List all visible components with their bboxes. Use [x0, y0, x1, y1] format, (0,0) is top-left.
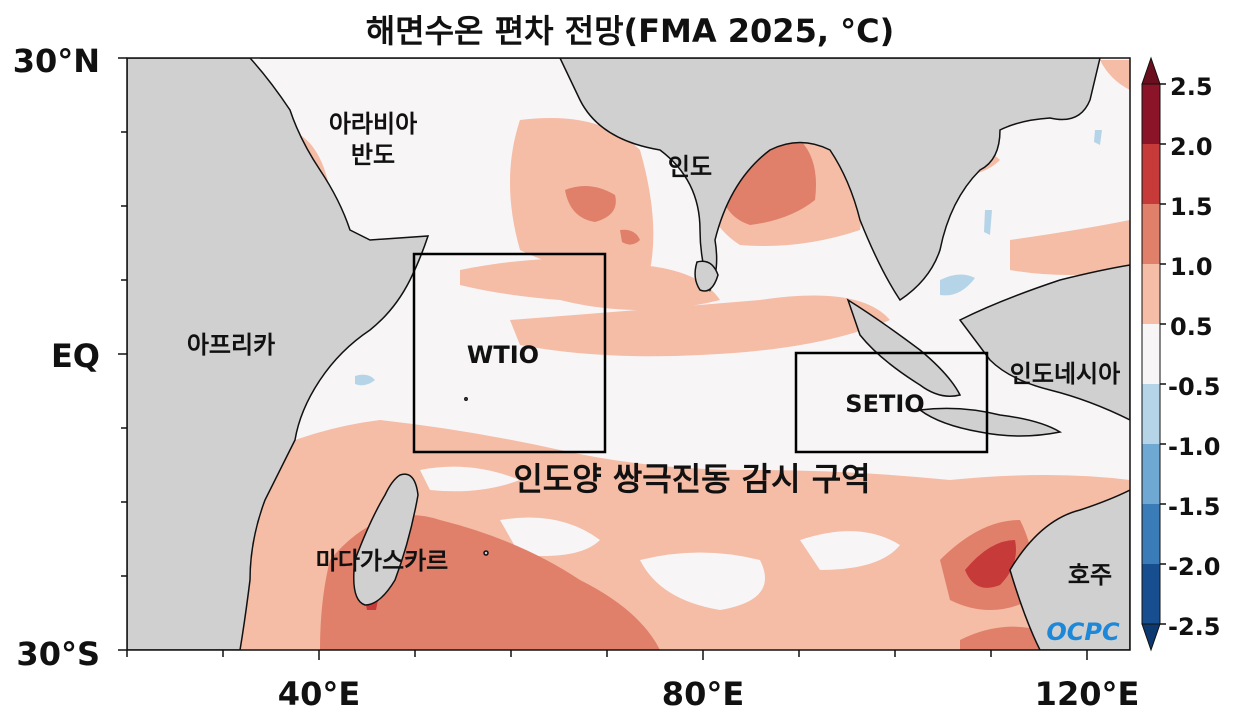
- wtio-label: WTIO: [467, 341, 539, 369]
- iod-region-label: 인도양 쌍극진동 감시 구역: [513, 460, 870, 498]
- anomaly-field: [127, 58, 1130, 650]
- colorbar: 2.5 2.0 1.5 1.0 0.5 -0.5 -1.0 -1.5 -2.0 …: [1141, 56, 1220, 652]
- colorbar-label: -2.5: [1168, 613, 1220, 641]
- colorbar-band: [1142, 84, 1160, 144]
- india-label: 인도: [668, 153, 712, 181]
- indonesia-label: 인도네시아: [1010, 360, 1120, 388]
- colorbar-band: [1142, 504, 1160, 564]
- australia-label: 호주: [1068, 561, 1112, 589]
- xtick-40e: 40°E: [278, 675, 360, 713]
- arabia-label-line1: 아라비아: [329, 110, 417, 138]
- colorbar-label: 2.5: [1170, 73, 1213, 101]
- colorbar-label: 2.0: [1170, 133, 1213, 161]
- landmass: [127, 58, 1130, 650]
- colorbar-top-arrow: [1141, 56, 1161, 85]
- xtick-120e: 120°E: [1035, 675, 1140, 713]
- ytick-eq: EQ: [51, 337, 100, 375]
- colorbar-bottom-arrow: [1141, 623, 1161, 652]
- madagascar-label: 마다가스카르: [316, 547, 448, 575]
- setio-label: SETIO: [845, 390, 924, 418]
- y-ticks: [118, 57, 127, 651]
- africa-label: 아프리카: [187, 331, 275, 359]
- arabia-label-line2: 반도: [351, 141, 395, 169]
- colorbar-label: 1.5: [1170, 193, 1213, 221]
- colorbar-band: [1142, 144, 1160, 204]
- colorbar-band: [1142, 564, 1160, 624]
- wtio-box: [412, 252, 607, 454]
- colorbar-label: 0.5: [1170, 313, 1213, 341]
- ytick-30n: 30°N: [13, 42, 100, 80]
- ocpc-logo: OCPC: [1046, 618, 1120, 646]
- colorbar-label: -1.0: [1168, 433, 1220, 461]
- colorbar-band: [1142, 204, 1160, 264]
- colorbar-band: [1142, 264, 1160, 324]
- xtick-80e: 80°E: [662, 675, 744, 713]
- colorbar-label: -2.0: [1168, 553, 1220, 581]
- map-title: 해면수온 편차 전망(FMA 2025, °C): [365, 12, 895, 50]
- colorbar-label: -0.5: [1168, 373, 1220, 401]
- x-ticks: [126, 650, 1088, 660]
- colorbar-band: [1142, 444, 1160, 504]
- ytick-30s: 30°S: [16, 635, 100, 673]
- setio-box: [794, 351, 989, 454]
- colorbar-band: [1142, 384, 1160, 444]
- colorbar-label: 1.0: [1170, 253, 1213, 281]
- colorbar-band: [1142, 324, 1160, 384]
- colorbar-label: -1.5: [1168, 493, 1220, 521]
